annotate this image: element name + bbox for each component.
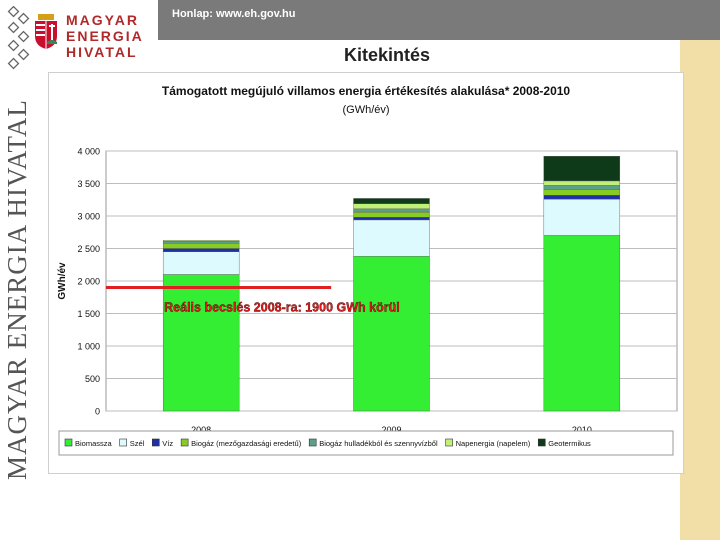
bar-segment <box>353 219 430 257</box>
logo-line-2: ENERGIA <box>66 28 144 44</box>
homepage-link[interactable]: Honlap: www.eh.gov.hu <box>172 8 296 20</box>
bar-segment <box>543 235 621 412</box>
logo-line-1: MAGYAR <box>66 12 139 28</box>
bar-segment <box>543 155 621 182</box>
bar-segment <box>543 189 621 196</box>
bar-segment <box>162 241 240 244</box>
bar-segment <box>162 243 240 249</box>
vertical-title: MAGYAR ENERGIA HIVATAL <box>2 99 32 480</box>
legend-swatch <box>537 438 546 447</box>
logo-text: MAGYAR ENERGIA HIVATAL <box>66 12 144 60</box>
x-tick-label: 2010 <box>572 425 592 435</box>
bar-segment <box>353 203 430 210</box>
chart-frame: Támogatott megújuló villamos energia ért… <box>48 72 684 474</box>
logo-area: MAGYAR ENERGIA HIVATAL <box>0 0 158 74</box>
legend-swatch <box>445 438 453 447</box>
legend-label: Biogáz hulladékból és szennyvízből <box>319 439 438 448</box>
y-tick-label: 2 000 <box>77 277 100 287</box>
bar-segment <box>543 180 621 186</box>
bar-segment <box>353 211 430 218</box>
legend-swatch <box>151 438 160 447</box>
bar-segment <box>162 240 240 242</box>
y-tick-label: 3 000 <box>77 212 100 222</box>
bar-segment <box>162 274 240 412</box>
bar-segment <box>543 198 621 236</box>
stacked-bar-chart: Támogatott megújuló villamos energia ért… <box>57 84 678 456</box>
legend-swatch <box>64 438 73 447</box>
legend-label: Geotermikus <box>548 439 591 448</box>
y-tick-label: 3 500 <box>77 179 100 189</box>
chart-title: Támogatott megújuló villamos energia ért… <box>162 84 571 98</box>
bar-segment <box>353 256 430 412</box>
hungarian-crest-icon <box>35 14 57 49</box>
bar-segment <box>353 217 430 221</box>
bar-segment <box>162 251 240 275</box>
header-bar <box>158 0 720 40</box>
slide-title: Kitekintés <box>344 45 431 65</box>
y-tick-label: 2 500 <box>77 244 100 254</box>
chart-subtitle: (GWh/év) <box>342 104 389 116</box>
y-tick-label: 4 000 <box>77 147 100 157</box>
estimate-label: Reális becslés 2008-ra: 1900 GWh körül <box>164 301 400 315</box>
bar-segment <box>353 198 430 204</box>
diamond-pattern-icon <box>7 6 30 70</box>
legend-swatch <box>119 438 127 447</box>
side-strip <box>0 74 46 540</box>
y-tick-label: 500 <box>85 374 100 384</box>
legend-label: Napenergia (napelem) <box>456 439 531 448</box>
x-tick-label: 2009 <box>381 425 401 435</box>
y-tick-label: 0 <box>95 407 100 417</box>
x-tick-label: 2008 <box>191 425 211 435</box>
legend-swatch <box>180 438 189 447</box>
legend-label: Biomassza <box>75 439 113 448</box>
y-tick-label: 1 000 <box>77 342 100 352</box>
legend-label: Biogáz (mezőgazdasági eredetű) <box>191 439 302 448</box>
bar-segment <box>162 248 240 252</box>
logo-line-3: HIVATAL <box>66 44 138 60</box>
legend-label: Szél <box>130 439 145 448</box>
bar-segment <box>543 194 621 200</box>
y-tick-label: 1 500 <box>77 309 100 319</box>
y-axis-label: GWh/év <box>57 262 68 300</box>
legend-swatch <box>308 438 317 447</box>
right-strip <box>680 40 720 540</box>
legend-label: Víz <box>162 439 173 448</box>
bar-segment <box>543 185 621 190</box>
legend-box <box>58 430 674 456</box>
bar-segment <box>353 208 430 213</box>
